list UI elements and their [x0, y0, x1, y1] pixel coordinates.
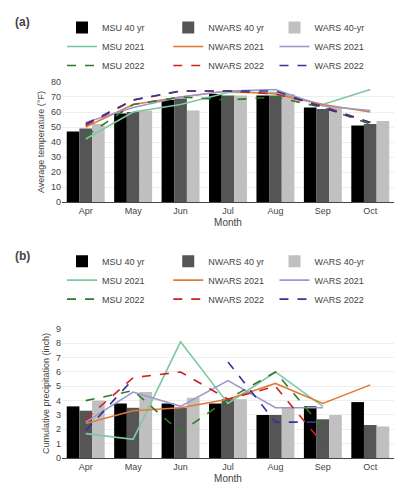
svg-text:10: 10	[51, 182, 61, 192]
svg-text:40: 40	[51, 137, 61, 147]
svg-text:NWARS 2022: NWARS 2022	[208, 61, 264, 71]
svg-text:Sep: Sep	[315, 462, 331, 472]
svg-text:20: 20	[51, 167, 61, 177]
svg-text:Sep: Sep	[315, 206, 331, 216]
svg-text:4: 4	[56, 396, 61, 406]
svg-text:Month: Month	[214, 217, 242, 228]
svg-text:May: May	[125, 206, 143, 216]
svg-text:Month: Month	[214, 473, 242, 484]
svg-text:30: 30	[51, 152, 61, 162]
svg-text:Oct: Oct	[363, 206, 378, 216]
svg-text:Jul: Jul	[222, 462, 234, 472]
svg-text:60: 60	[51, 107, 61, 117]
svg-text:NWARS 2021: NWARS 2021	[208, 42, 264, 52]
svg-text:50: 50	[51, 122, 61, 132]
svg-text:0: 0	[56, 453, 61, 463]
svg-text:Aug: Aug	[267, 206, 283, 216]
svg-text:3: 3	[56, 410, 61, 420]
svg-text:WARS 40-yr: WARS 40-yr	[314, 23, 364, 33]
svg-text:MSU 2022: MSU 2022	[102, 61, 145, 71]
svg-text:Jul: Jul	[222, 206, 234, 216]
svg-text:(a): (a)	[15, 15, 30, 29]
svg-text:Jun: Jun	[173, 206, 188, 216]
svg-text:NWARS 40 yr: NWARS 40 yr	[208, 23, 264, 33]
svg-text:7: 7	[56, 353, 61, 363]
svg-text:May: May	[125, 462, 143, 472]
svg-text:8: 8	[56, 338, 61, 348]
svg-text:80: 80	[51, 77, 61, 87]
svg-text:9: 9	[56, 324, 61, 334]
svg-text:Cumulative precipitation (inch: Cumulative precipitation (inch)	[41, 333, 51, 454]
svg-text:2: 2	[56, 424, 61, 434]
svg-text:MSU 2022: MSU 2022	[102, 295, 145, 305]
svg-text:WARS 40-yr: WARS 40-yr	[314, 257, 364, 267]
svg-text:Oct: Oct	[363, 462, 378, 472]
svg-text:MSU 2021: MSU 2021	[102, 276, 145, 286]
svg-text:6: 6	[56, 367, 61, 377]
svg-text:Apr: Apr	[79, 462, 93, 472]
svg-text:WARS 2021: WARS 2021	[314, 276, 363, 286]
svg-text:0: 0	[56, 197, 61, 207]
svg-text:WARS 2022: WARS 2022	[314, 61, 363, 71]
svg-text:NWARS 2022: NWARS 2022	[208, 295, 264, 305]
svg-text:70: 70	[51, 92, 61, 102]
svg-text:WARS 2021: WARS 2021	[314, 42, 363, 52]
svg-text:1: 1	[56, 439, 61, 449]
svg-text:NWARS 40 yr: NWARS 40 yr	[208, 257, 264, 267]
svg-text:MSU 40 yr: MSU 40 yr	[102, 23, 145, 33]
svg-text:(b): (b)	[15, 249, 30, 263]
svg-text:NWARS 2021: NWARS 2021	[208, 276, 264, 286]
svg-text:MSU 2021: MSU 2021	[102, 42, 145, 52]
svg-text:Aug: Aug	[267, 462, 283, 472]
svg-text:Jun: Jun	[173, 462, 188, 472]
svg-text:WARS 2022: WARS 2022	[314, 295, 363, 305]
svg-text:MSU 40 yr: MSU 40 yr	[102, 257, 145, 267]
svg-text:5: 5	[56, 381, 61, 391]
svg-text:Average temperature (°F): Average temperature (°F)	[36, 91, 46, 193]
svg-text:Apr: Apr	[79, 206, 93, 216]
